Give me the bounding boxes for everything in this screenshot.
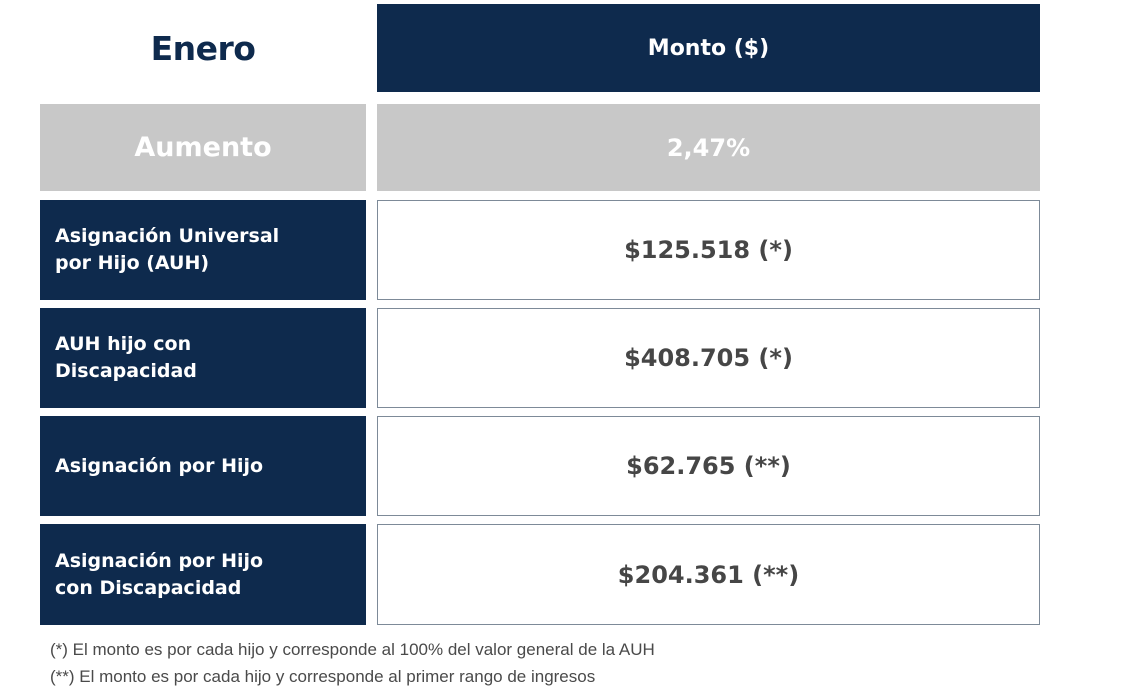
month-title: Enero [40,4,366,92]
amount-column-header-text: Monto ($) [647,35,770,61]
amount-column-header: Monto ($) [377,4,1040,92]
row-label-auh: Asignación Universal por Hijo (AUH) [40,200,366,300]
row-label-auh-discapacidad: AUH hijo con Discapacidad [40,308,366,408]
row-label-asignacion-hijo: Asignación por Hijo [40,416,366,516]
increase-label: Aumento [40,104,366,191]
row-label-text: Asignación por Hijo con Discapacidad [55,549,264,599]
row-amount-text: $125.518 (*) [624,236,793,264]
row-amount-text: $204.361 (**) [617,560,800,589]
row-amount-asignacion-hijo: $62.765 (**) [377,416,1040,516]
increase-value-text: 2,47% [666,133,751,162]
row-amount-auh-discapacidad: $408.705 (*) [377,308,1040,408]
row-amount-auh: $125.518 (*) [377,200,1040,300]
increase-label-text: Aumento [134,132,272,163]
row-amount-asignacion-hijo-discapacidad: $204.361 (**) [377,524,1040,625]
row-amount-text: $62.765 (**) [626,452,791,480]
footnote-auh: (*) El monto es por cada hijo y correspo… [50,640,655,659]
row-label-text: AUH hijo con Discapacidad [55,333,197,382]
row-label-asignacion-hijo-discapacidad: Asignación por Hijo con Discapacidad [40,524,366,625]
row-label-text: Asignación por Hijo [55,454,264,477]
row-amount-text: $408.705 (*) [624,344,793,372]
row-label-text: Asignación Universal por Hijo (AUH) [55,225,280,274]
footnote-ingresos: (**) El monto es por cada hijo y corresp… [50,667,596,686]
increase-value: 2,47% [377,104,1040,191]
month-title-text: Enero [150,28,256,68]
